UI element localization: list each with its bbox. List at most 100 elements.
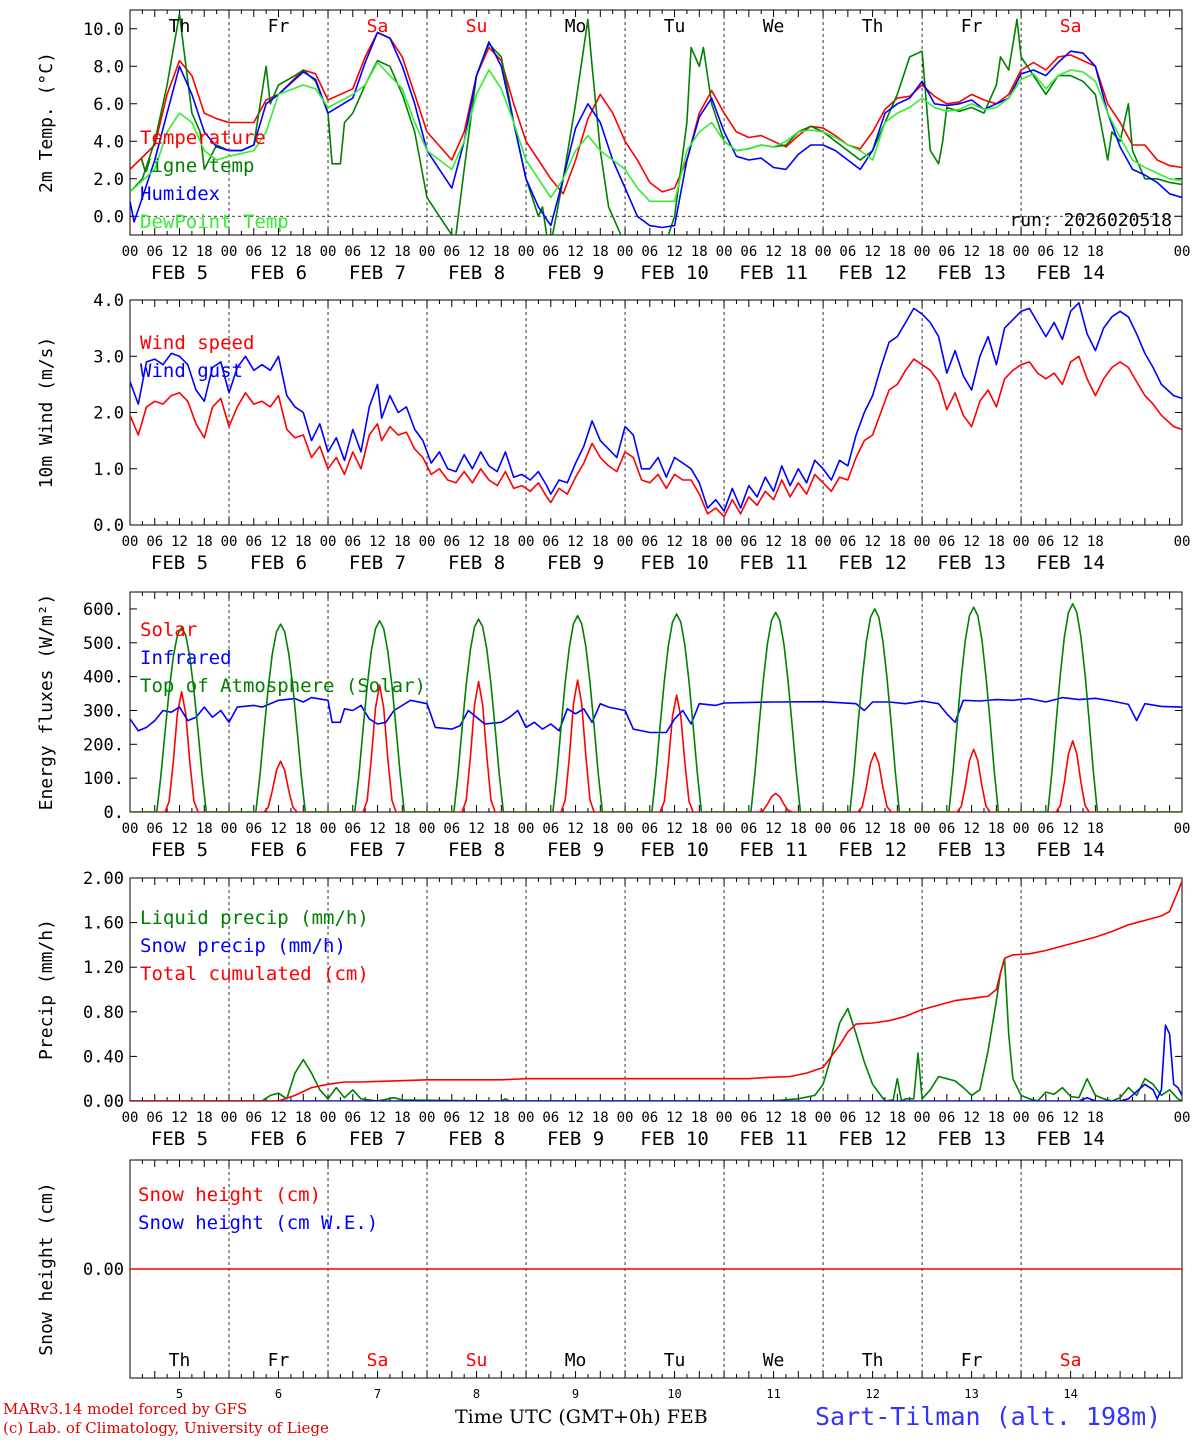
- series-total-cumulated-cm: [130, 880, 1182, 1101]
- hour-tick-label: 12: [765, 244, 782, 260]
- weekday-label: Fr: [268, 16, 290, 37]
- hour-tick-label: 18: [988, 244, 1005, 260]
- hour-tick-label: 00: [419, 534, 436, 550]
- hour-tick-label: 12: [963, 1110, 980, 1126]
- hour-tick-label: 12: [270, 534, 287, 550]
- hour-tick-label: 06: [641, 534, 658, 550]
- date-label: FEB 5: [151, 1128, 208, 1150]
- hour-tick-label: 06: [839, 244, 856, 260]
- weekday-label: Sa: [367, 16, 389, 37]
- day-number: 11: [766, 1387, 780, 1401]
- hour-tick-label: 12: [468, 534, 485, 550]
- hour-tick-label: 12: [864, 1110, 881, 1126]
- date-label: FEB 7: [349, 552, 406, 574]
- date-label: FEB 8: [448, 262, 505, 284]
- hour-tick-label: 12: [864, 821, 881, 837]
- date-label: FEB 5: [151, 262, 208, 284]
- hour-tick-label: 00: [221, 244, 238, 260]
- day-number: 9: [572, 1387, 579, 1401]
- footer-copyright: (c) Lab. of Climatology, University of L…: [3, 1419, 329, 1437]
- date-label: FEB 10: [640, 839, 709, 861]
- hour-tick-label: 00: [518, 1110, 535, 1126]
- day-number: 8: [473, 1387, 480, 1401]
- hour-tick-label: 12: [963, 534, 980, 550]
- y-tick-label: 2.0: [93, 404, 124, 424]
- y-tick-label: 0.80: [83, 1003, 124, 1023]
- hour-tick-label: 12: [963, 821, 980, 837]
- hour-tick-label: 00: [1013, 534, 1030, 550]
- date-label: FEB 10: [640, 1128, 709, 1150]
- panel-snow: 0.00 Snow height (cm) Snow height (cm) Snow…: [36, 1159, 1183, 1401]
- hour-tick-label: 00: [320, 244, 337, 260]
- hour-tick-label: 06: [245, 244, 262, 260]
- hour-tick-label: 18: [988, 821, 1005, 837]
- hour-tick-label: 12: [270, 244, 287, 260]
- legend-entry: Snow height (cm): [138, 1184, 321, 1206]
- hour-tick-label: 18: [889, 534, 906, 550]
- hour-tick-label: 18: [493, 244, 510, 260]
- series-group: [130, 603, 1182, 812]
- series-group: [130, 13, 1182, 235]
- weekday-label: Fr: [961, 16, 983, 37]
- hour-tick-label: 00: [221, 821, 238, 837]
- date-label: FEB 11: [739, 1128, 808, 1150]
- weekday-label: Fr: [961, 1350, 983, 1371]
- hour-tick-label: 06: [641, 821, 658, 837]
- legend-entry: Wind speed: [140, 332, 254, 354]
- date-label: FEB 14: [1036, 262, 1105, 284]
- hour-tick-label: 18: [691, 1110, 708, 1126]
- hour-tick-label: 18: [790, 821, 807, 837]
- hour-tick-label: 18: [1087, 244, 1104, 260]
- hour-tick-label: 18: [1087, 1110, 1104, 1126]
- series-infrared: [130, 696, 1182, 734]
- y-tick-label: 200.: [83, 735, 124, 755]
- series-temperature: [130, 31, 1182, 195]
- date-label: FEB 13: [937, 552, 1006, 574]
- date-label: FEB 9: [547, 1128, 604, 1150]
- hour-tick-label: 00: [815, 1110, 832, 1126]
- date-label: FEB 6: [250, 1128, 307, 1150]
- hour-tick-label: 18: [889, 821, 906, 837]
- hour-tick-label: 00: [815, 534, 832, 550]
- hour-tick-label: 00: [221, 534, 238, 550]
- hour-tick-label: 00: [617, 1110, 634, 1126]
- hour-tick-label: 18: [295, 1110, 312, 1126]
- hour-tick-label: 06: [344, 244, 361, 260]
- hour-tick-label: 18: [592, 1110, 609, 1126]
- date-label: FEB 14: [1036, 839, 1105, 861]
- hour-tick-label: 06: [344, 1110, 361, 1126]
- hour-tick-label: 18: [790, 244, 807, 260]
- y-axis-label: Snow height (cm): [36, 1182, 57, 1355]
- y-tick-label: 0.00: [83, 1092, 124, 1112]
- hour-tick-label: 18: [691, 244, 708, 260]
- date-label: FEB 14: [1036, 552, 1105, 574]
- day-number: 13: [964, 1387, 978, 1401]
- series-group: [130, 302, 1182, 518]
- hour-tick-label: 06: [641, 244, 658, 260]
- hour-tick-label: 12: [171, 534, 188, 550]
- hour-tick-label: 12: [1062, 821, 1079, 837]
- hour-tick-label: 12: [1062, 534, 1079, 550]
- date-label: FEB 12: [838, 262, 907, 284]
- hour-tick-label: 06: [641, 1110, 658, 1126]
- hour-tick-label: 00: [815, 244, 832, 260]
- hour-tick-label: 18: [889, 244, 906, 260]
- y-tick-label: 600.: [83, 600, 124, 620]
- hour-tick-label: 00: [914, 1110, 931, 1126]
- x-axis-title: Time UTC (GMT+0h) FEB: [455, 1406, 708, 1428]
- date-label: FEB 12: [838, 552, 907, 574]
- hour-tick-label: 06: [1037, 821, 1054, 837]
- y-axis-label: 2m Temp. (°C): [36, 52, 57, 193]
- series-wind-gust: [130, 302, 1182, 512]
- hour-tick-label: 12: [369, 534, 386, 550]
- hour-tick-label: 06: [443, 1110, 460, 1126]
- hour-tick-label: 00: [617, 821, 634, 837]
- hour-tick-label: 06: [839, 534, 856, 550]
- weekday-label: Th: [169, 1350, 191, 1371]
- hour-tick-label: 00: [320, 534, 337, 550]
- hour-tick-label: 06: [740, 821, 757, 837]
- date-label: FEB 10: [640, 262, 709, 284]
- hour-tick-label: 00: [419, 1110, 436, 1126]
- weekday-label: Th: [169, 16, 191, 37]
- hour-tick-label: 00: [716, 244, 733, 260]
